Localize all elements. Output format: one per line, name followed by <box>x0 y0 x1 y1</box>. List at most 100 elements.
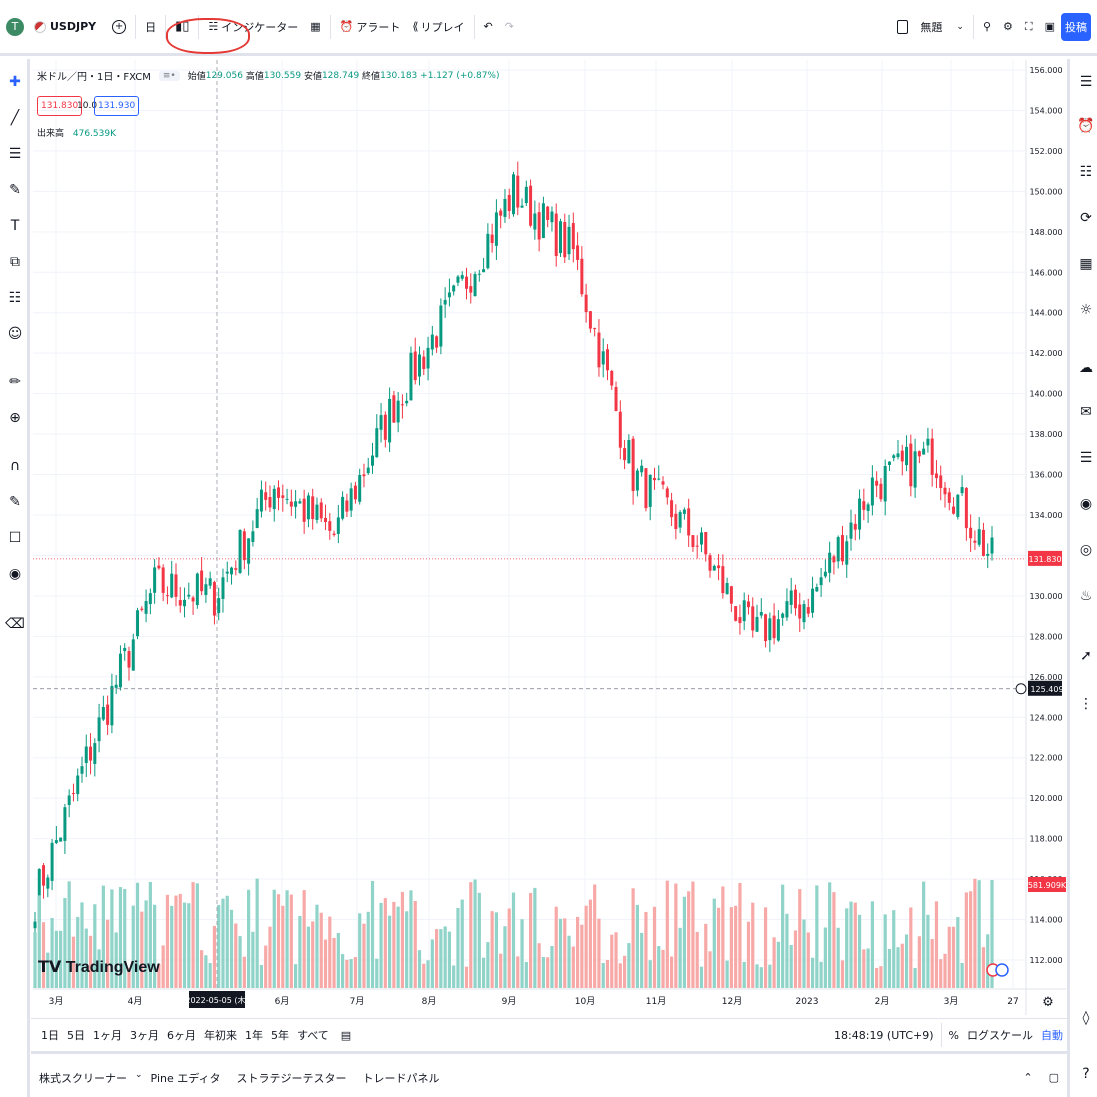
bell-icon[interactable]: ♨ <box>1079 588 1093 604</box>
ideas-icon[interactable]: ☼ <box>1079 302 1093 318</box>
volume-bar <box>674 883 678 988</box>
volume-bar <box>298 916 302 988</box>
clock-time[interactable]: 18:48:19 (UTC+9) <box>834 1028 934 1042</box>
range-bar: 1日 5日 1ヶ月 3ヶ月 6ヶ月 年初来 1年 5年 すべて ▤ 18:48:19 (UTC+… <box>31 1018 1067 1054</box>
replay-button[interactable]: ⟪ リプレイ <box>406 0 470 53</box>
lock-icon[interactable]: ☐ <box>8 530 22 546</box>
pattern-icon[interactable]: ⧉ <box>10 254 20 270</box>
notes-icon[interactable]: ☰ <box>1079 450 1093 466</box>
candle-body <box>687 508 691 536</box>
panel-tab-1[interactable]: Pine エディタ <box>150 1071 221 1085</box>
hotlist-icon[interactable]: ⟳ <box>1080 210 1092 226</box>
high-value: 130.559 <box>263 70 302 81</box>
candle-body <box>533 213 537 230</box>
panel-tab-0[interactable]: 株式スクリーナー <box>39 1071 127 1085</box>
range-button-0[interactable]: 1日 <box>41 1029 59 1042</box>
log-scale-toggle[interactable]: ログスケール <box>967 1029 1033 1042</box>
indicators-label: インジケーター <box>221 20 299 34</box>
maximize-icon[interactable]: ▢ <box>1048 1071 1059 1084</box>
volume-bar <box>516 956 520 988</box>
volume-bar <box>460 899 464 988</box>
symbol-search-button[interactable]: USDJPY <box>50 20 97 33</box>
range-button-1[interactable]: 5日 <box>67 1029 85 1042</box>
buy-price-button[interactable]: 131.930 <box>94 96 140 116</box>
candle-body <box>443 299 447 305</box>
broadcast-icon[interactable]: ◉ <box>1079 496 1093 512</box>
brush-icon[interactable]: ✎ <box>9 182 21 198</box>
volume-bar <box>563 918 567 988</box>
price-chart[interactable]: 156.000 154.000 152.000 150.000 148.000 146.0… <box>31 59 1067 1015</box>
range-button-4[interactable]: 6ヶ月 <box>167 1029 196 1042</box>
interval-button[interactable]: 日 <box>145 20 157 34</box>
range-button-3[interactable]: 3ヶ月 <box>130 1029 159 1042</box>
candle-body <box>943 487 947 495</box>
trash-icon[interactable]: ⌫ <box>5 616 25 632</box>
range-button-6[interactable]: 1年 <box>245 1029 263 1042</box>
magnet-icon[interactable]: ∩ <box>9 458 21 474</box>
candle-body <box>97 717 101 742</box>
candle-body <box>823 571 827 577</box>
percent-toggle[interactable]: % <box>948 1028 959 1042</box>
chat-icon[interactable]: ☁ <box>1079 360 1093 376</box>
auto-scale-toggle[interactable]: 自動 <box>1041 1029 1063 1042</box>
post-button[interactable]: 投稿 <box>1061 12 1091 41</box>
volume-bar <box>537 943 541 988</box>
chevron-down-icon[interactable]: ⌄ <box>135 1069 143 1080</box>
layout-name-button[interactable]: 無題 ⌄ <box>914 0 970 53</box>
indicators-button[interactable]: ☵ インジケーター <box>202 0 304 53</box>
range-button-2[interactable]: 1ヶ月 <box>93 1029 122 1042</box>
candle-body <box>627 440 631 464</box>
candle-body <box>272 488 276 510</box>
alarm-clock-icon[interactable]: ⏰ <box>1077 118 1095 134</box>
panel-tab-2[interactable]: ストラテジーテスター <box>236 1071 347 1085</box>
crosshair-icon[interactable]: ✚ <box>9 74 21 90</box>
settings-button[interactable]: ⚙ <box>997 0 1019 53</box>
watchlist-icon[interactable]: ☰ <box>1079 74 1093 90</box>
time-tick-label: 3月 <box>944 996 959 1007</box>
help-icon[interactable]: ? <box>1082 1066 1090 1082</box>
volume-bar <box>93 904 97 988</box>
user-avatar[interactable]: T <box>6 17 24 36</box>
pencil-lock-icon[interactable]: ✎ <box>9 494 21 510</box>
trendline-icon[interactable]: ╱ <box>10 110 20 126</box>
undo-button[interactable]: ↶ <box>478 0 499 53</box>
candle-body <box>665 488 669 498</box>
legend-toggle[interactable]: ≡• <box>158 70 180 81</box>
ruler-icon[interactable]: ✏ <box>9 374 21 390</box>
layers-icon[interactable]: ◊ <box>1082 1010 1090 1026</box>
calendar-icon[interactable]: ▦ <box>1079 256 1093 272</box>
range-button-8[interactable]: すべて <box>297 1029 329 1042</box>
date-range-icon[interactable]: ▤ <box>340 1028 352 1042</box>
volume-bar <box>866 948 870 988</box>
compare-button[interactable]: + <box>106 0 132 53</box>
redo-button[interactable]: ↷ <box>499 0 520 53</box>
search-button[interactable]: ⚲ <box>977 0 997 53</box>
time-tick-label: 27 <box>1007 997 1018 1007</box>
eye-icon[interactable]: ◉ <box>8 566 22 582</box>
range-button-7[interactable]: 5年 <box>271 1029 289 1042</box>
emoji-icon[interactable]: ☺ <box>7 326 23 342</box>
sell-price-button[interactable]: 131.830 <box>37 96 83 116</box>
candle-body <box>870 477 874 506</box>
candle-body <box>781 613 785 618</box>
add-list-icon[interactable]: ☷ <box>1079 164 1093 180</box>
layouts-button[interactable]: ▦ <box>304 0 326 53</box>
messages-icon[interactable]: ✉ <box>1080 404 1092 420</box>
fullscreen-button[interactable]: ⛶ <box>1019 0 1039 53</box>
chart-type-button[interactable]: ▮▯ <box>169 0 195 53</box>
text-icon[interactable]: T <box>10 218 20 234</box>
candle-body <box>764 614 768 642</box>
stream-icon[interactable]: ◎ <box>1079 542 1093 558</box>
trend-icon[interactable]: ➚ <box>1080 648 1092 664</box>
fib-icon[interactable]: ☰ <box>8 146 22 162</box>
layout-box-icon[interactable] <box>891 0 914 53</box>
panel-tab-3[interactable]: トレードパネル <box>362 1071 440 1085</box>
candle-body <box>973 540 977 543</box>
prediction-icon[interactable]: ☷ <box>8 290 22 306</box>
alert-button[interactable]: ⏰ アラート <box>334 0 407 53</box>
chevron-up-icon[interactable]: ⌃ <box>1023 1071 1033 1084</box>
range-button-5[interactable]: 年初来 <box>204 1029 237 1042</box>
zoom-icon[interactable]: ⊕ <box>9 410 21 426</box>
snapshot-button[interactable]: ▣ <box>1039 0 1061 53</box>
dots-icon[interactable]: ⋮ <box>1079 696 1093 712</box>
